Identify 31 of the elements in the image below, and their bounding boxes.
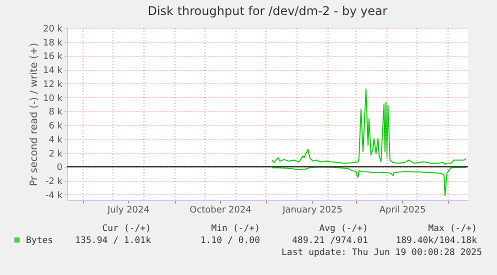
y-axis-title: Pr second read (-) / write (+) [28, 42, 40, 186]
chart-title: Disk throughput for /dev/dm-2 - by year [148, 4, 388, 18]
text: 1.10 / 0.00 [200, 236, 260, 246]
y-tick-label: 18 k [42, 38, 64, 48]
y-tick-label: 4 k [48, 135, 64, 146]
legend-label: Bytes [26, 236, 54, 246]
y-tick-label: 8 k [48, 108, 64, 118]
y-tick-label: 6 k [48, 122, 64, 132]
y-tick-label: -4 k [45, 190, 64, 201]
line-series [272, 88, 466, 165]
x-tick-label: July 2024 [106, 206, 150, 216]
text: Last update: Thu Jun 19 00:00:28 2025 [282, 248, 482, 258]
y-tick-label: 12 k [42, 80, 64, 90]
x-tick-label: October 2024 [190, 206, 252, 216]
x-tick-label: January 2025 [282, 206, 342, 216]
line-series [272, 166, 466, 196]
y-tick-label: -2 k [45, 177, 64, 188]
y-tick-label: 0 [56, 163, 63, 174]
text: 135.94 / 1.01k [75, 236, 152, 246]
y-tick-label: 16 k [42, 52, 64, 62]
text: Avg (-/+) [319, 224, 368, 234]
y-tick-label: 20 k [42, 24, 64, 34]
text: Cur (-/+) [102, 224, 151, 234]
y-tick-label: 14 k [42, 66, 64, 76]
text: 189.40k/104.18k [396, 236, 478, 246]
x-tick-label: April 2025 [379, 206, 426, 216]
text: 489.21 /974.01 [292, 236, 368, 246]
y-tick-label: 2 k [48, 149, 64, 160]
text: Min (-/+) [211, 224, 260, 234]
text: Max (-/+) [428, 224, 477, 234]
y-tick-label: 10 k [42, 94, 64, 104]
